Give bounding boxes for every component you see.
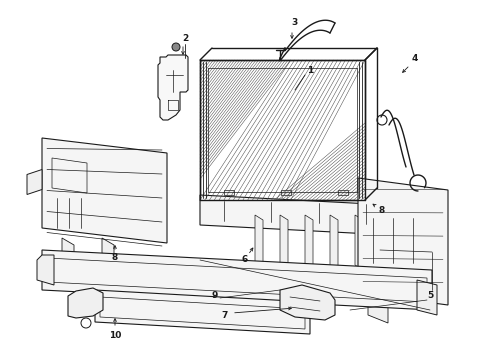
Polygon shape	[102, 238, 114, 261]
Polygon shape	[62, 238, 74, 261]
Polygon shape	[280, 285, 335, 320]
Polygon shape	[200, 195, 390, 235]
Polygon shape	[158, 55, 188, 120]
Polygon shape	[355, 215, 363, 270]
Text: 10: 10	[109, 330, 121, 339]
Polygon shape	[223, 190, 234, 195]
Text: 9: 9	[212, 291, 218, 300]
Circle shape	[172, 43, 180, 51]
Polygon shape	[37, 255, 54, 285]
Polygon shape	[358, 178, 448, 305]
Polygon shape	[368, 298, 388, 323]
Polygon shape	[338, 190, 347, 195]
Polygon shape	[280, 215, 288, 270]
Polygon shape	[42, 250, 432, 310]
Text: 4: 4	[412, 54, 418, 63]
Polygon shape	[27, 170, 42, 194]
Text: 8: 8	[112, 253, 118, 262]
Text: 8: 8	[379, 206, 385, 215]
Text: 5: 5	[427, 291, 433, 300]
Polygon shape	[68, 288, 103, 318]
Polygon shape	[280, 190, 291, 195]
Text: 3: 3	[292, 18, 298, 27]
Polygon shape	[200, 60, 365, 200]
Polygon shape	[417, 280, 437, 315]
Text: 7: 7	[222, 310, 228, 320]
Polygon shape	[95, 290, 310, 334]
Polygon shape	[255, 215, 263, 270]
Text: 6: 6	[242, 256, 248, 265]
Polygon shape	[305, 215, 313, 270]
Text: 1: 1	[307, 66, 313, 75]
Polygon shape	[330, 215, 338, 270]
Polygon shape	[42, 138, 167, 243]
Text: 2: 2	[182, 33, 188, 42]
